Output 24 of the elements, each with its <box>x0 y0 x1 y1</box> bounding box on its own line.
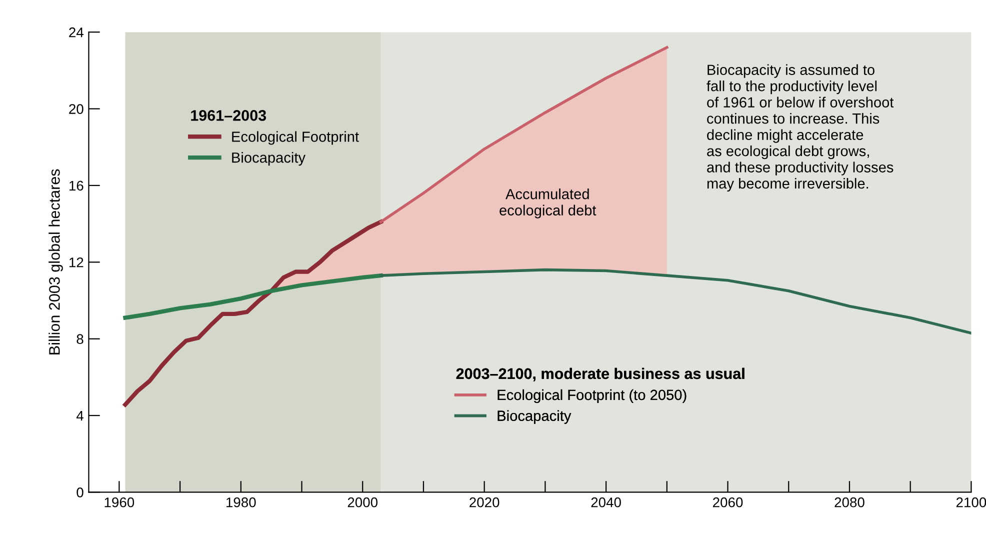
x-tick-label: 2100 <box>956 497 986 508</box>
legend-label: Biocapacity <box>232 152 306 166</box>
annotation: Biocapacity is assumed to fall to the productivity level of 1961 or below if overshoot continues to increase. This decline might accelerate as ecological debt grows, and these productivity losses may become irreversible. <box>706 64 894 192</box>
x-tick-label: 2020 <box>470 497 500 508</box>
text: 2003–2100, moderate business as usual <box>456 368 744 382</box>
y-tick-label: 12 <box>69 257 84 268</box>
annotation: Accumulated ecological debt <box>500 188 596 218</box>
x-tick-label: 2060 <box>713 497 743 508</box>
legend-label: Ecological Footprint (to 2050) <box>498 389 686 403</box>
y-tick-label: 4 <box>76 410 84 421</box>
y-tick-label: 20 <box>69 104 84 114</box>
x-tick-label: 2080 <box>834 497 864 508</box>
y-axis-title: Billion 2003 global hectares <box>48 169 63 354</box>
x-tick-label: 2000 <box>348 497 378 508</box>
y-tick-label: 24 <box>69 27 84 38</box>
x-tick-label: 1980 <box>226 497 256 508</box>
x-tick-label: 2040 <box>591 497 621 508</box>
text: 1961–2003 <box>191 110 266 121</box>
legend-label: Ecological Footprint <box>232 131 359 145</box>
x-tick-label: 1960 <box>104 497 134 508</box>
legend-label: Biocapacity <box>498 410 572 424</box>
y-tick-label: 16 <box>69 180 84 191</box>
y-tick-label: 8 <box>76 334 84 344</box>
y-tick-label: 0 <box>76 488 84 498</box>
